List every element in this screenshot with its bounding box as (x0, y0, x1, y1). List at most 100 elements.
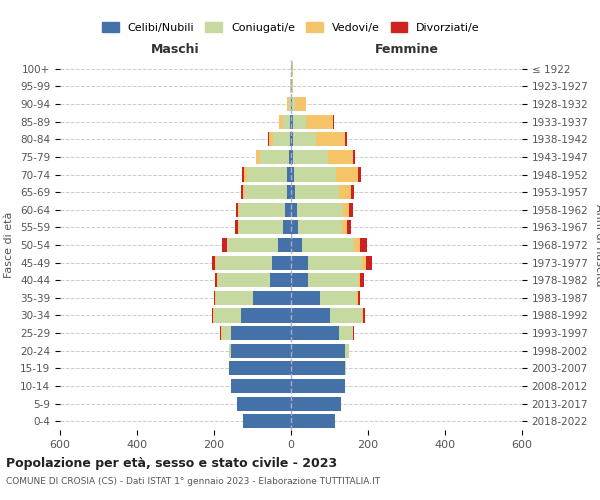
Bar (291, 326, 339, 340)
Bar (349, 202, 353, 217)
Bar (291, 362, 345, 376)
Bar (345, 132, 347, 146)
Bar (236, 202, 238, 217)
Bar (232, 379, 291, 393)
Bar (353, 326, 354, 340)
Bar (350, 185, 354, 199)
Bar (329, 308, 362, 322)
Bar (241, 308, 291, 322)
Bar (297, 202, 343, 217)
Bar (260, 150, 289, 164)
Bar (227, 238, 278, 252)
Bar (354, 238, 359, 252)
Bar (221, 326, 222, 340)
Bar (360, 273, 364, 287)
Bar (291, 62, 292, 76)
Bar (362, 256, 366, 270)
Bar (320, 291, 356, 305)
Bar (214, 308, 241, 322)
Bar (244, 168, 247, 181)
Bar (292, 80, 293, 94)
Bar (272, 256, 291, 270)
Bar (217, 273, 218, 287)
Bar (291, 97, 292, 111)
Bar (333, 114, 334, 128)
Bar (238, 220, 239, 234)
Bar (291, 291, 320, 305)
Bar (308, 273, 358, 287)
Bar (290, 114, 291, 128)
Bar (358, 273, 360, 287)
Bar (302, 238, 354, 252)
Bar (291, 202, 297, 217)
Bar (356, 291, 358, 305)
Bar (212, 256, 215, 270)
Bar (290, 80, 291, 94)
Bar (294, 168, 337, 181)
Legend: Celibi/Nubili, Coniugati/e, Vedovi/e, Divorziati/e: Celibi/Nubili, Coniugati/e, Vedovi/e, Di… (98, 18, 484, 37)
Bar (359, 238, 367, 252)
Bar (342, 220, 347, 234)
Bar (290, 132, 291, 146)
Bar (291, 80, 292, 94)
Bar (291, 396, 341, 410)
Bar (283, 114, 290, 128)
Bar (291, 379, 345, 393)
Bar (215, 256, 216, 270)
Bar (287, 97, 289, 111)
Bar (328, 150, 353, 164)
Bar (237, 396, 291, 410)
Bar (222, 238, 227, 252)
Bar (293, 132, 316, 146)
Bar (256, 150, 260, 164)
Bar (291, 185, 295, 199)
Bar (216, 291, 253, 305)
Bar (366, 256, 372, 270)
Bar (215, 291, 216, 305)
Bar (291, 273, 308, 287)
Bar (291, 114, 293, 128)
Bar (295, 185, 339, 199)
Bar (345, 362, 346, 376)
Bar (239, 202, 285, 217)
Bar (291, 150, 293, 164)
Bar (291, 308, 329, 322)
Bar (253, 291, 291, 305)
Bar (222, 326, 232, 340)
Y-axis label: Anni di nascita: Anni di nascita (594, 204, 600, 286)
Bar (215, 273, 217, 287)
Bar (270, 273, 291, 287)
Bar (362, 308, 364, 322)
Bar (291, 256, 308, 270)
Bar (283, 220, 291, 234)
Bar (218, 273, 270, 287)
Text: Femmine: Femmine (374, 44, 439, 57)
Bar (293, 150, 328, 164)
Bar (287, 168, 291, 181)
Bar (291, 344, 345, 358)
Bar (292, 62, 293, 76)
Bar (345, 344, 349, 358)
Bar (241, 185, 243, 199)
Bar (214, 291, 215, 305)
Bar (316, 132, 345, 146)
Y-axis label: Fasce di età: Fasce di età (4, 212, 14, 278)
Bar (278, 114, 283, 128)
Bar (306, 114, 333, 128)
Bar (358, 168, 361, 181)
Bar (235, 220, 238, 234)
Bar (364, 308, 365, 322)
Bar (245, 185, 287, 199)
Bar (238, 202, 239, 217)
Text: Maschi: Maschi (151, 44, 200, 57)
Bar (268, 132, 269, 146)
Bar (232, 326, 291, 340)
Bar (308, 256, 362, 270)
Bar (295, 97, 307, 111)
Bar (232, 344, 291, 358)
Bar (239, 220, 283, 234)
Bar (347, 220, 352, 234)
Bar (291, 132, 293, 146)
Bar (298, 220, 342, 234)
Bar (358, 291, 360, 305)
